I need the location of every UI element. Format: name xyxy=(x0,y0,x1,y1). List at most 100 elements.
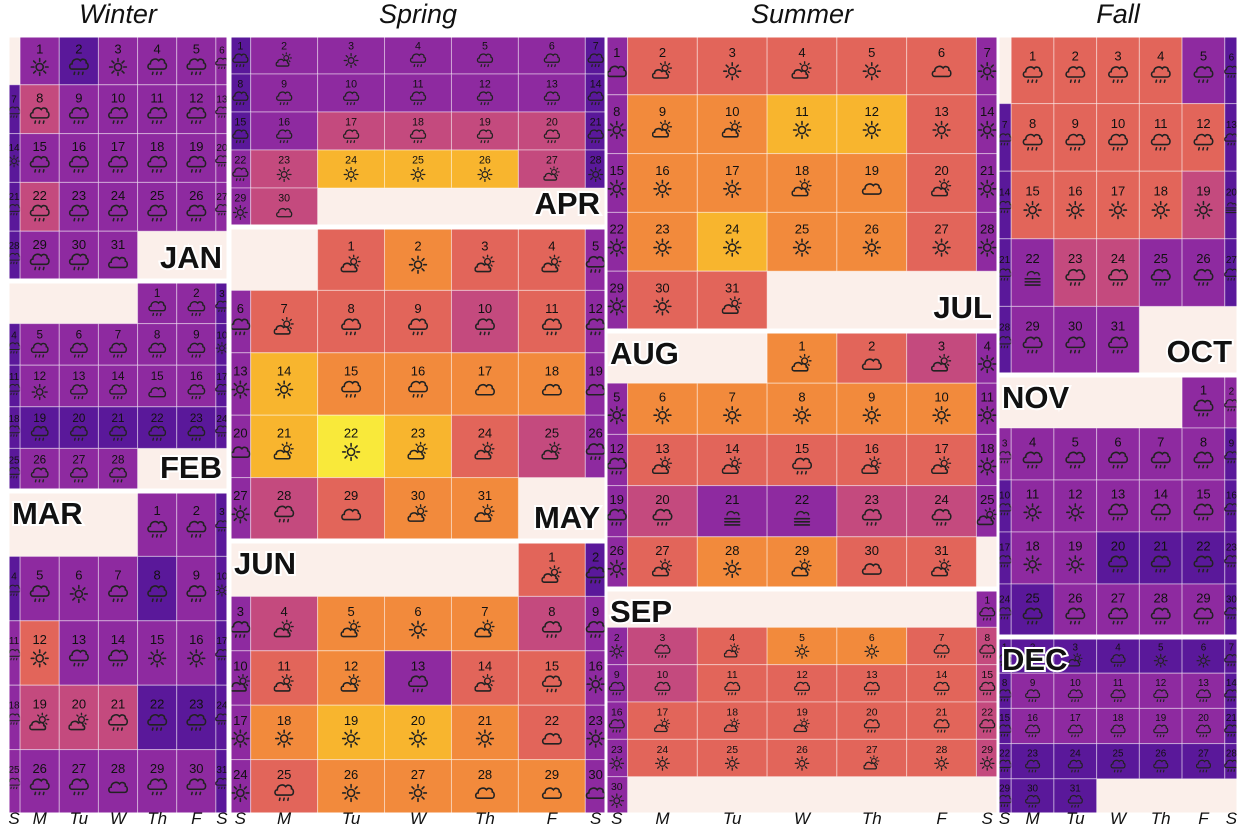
day-number: 1 xyxy=(36,42,43,57)
day-fill xyxy=(906,36,977,96)
day-cell: 27 xyxy=(517,149,586,189)
day-fill xyxy=(906,153,977,213)
day-cell: 24 xyxy=(317,149,386,189)
day-cell: 29 xyxy=(137,749,178,814)
day-number: 26 xyxy=(1155,748,1166,759)
day-cell: 30 xyxy=(627,270,698,330)
day-cell: 28 xyxy=(1224,743,1238,780)
month-label: JAN xyxy=(160,240,222,275)
weekday-label: M xyxy=(1025,809,1040,828)
day-cell: 3 xyxy=(627,626,698,666)
day-number: 2 xyxy=(1030,643,1035,654)
day-cell: 9 xyxy=(584,595,606,652)
day-cell: 10 xyxy=(1053,672,1098,709)
day-number: 27 xyxy=(655,543,669,558)
day-number: 21 xyxy=(8,192,20,203)
day-number: 9 xyxy=(1030,678,1036,689)
day-cell: 22 xyxy=(230,149,252,189)
day-cell: 23 xyxy=(58,181,99,232)
day-number: 24 xyxy=(657,745,669,756)
day-cell: 24 xyxy=(627,738,698,778)
day-number: 3 xyxy=(938,338,945,353)
day-fill xyxy=(250,477,319,540)
day-number: 25 xyxy=(277,767,291,782)
day-cell: 8 xyxy=(19,84,60,135)
season-spring: Spring xyxy=(378,0,458,29)
day-number: 29 xyxy=(795,543,809,558)
day-fill xyxy=(137,555,178,622)
day-cell: 31 xyxy=(97,230,139,280)
day-number: 15 xyxy=(1025,184,1039,199)
day-cell: 26 xyxy=(584,414,606,479)
day-cell: 10 xyxy=(317,73,386,113)
day-cell: 11 xyxy=(1010,479,1055,533)
day-cell: 10 xyxy=(906,382,977,435)
day-fill xyxy=(250,650,319,706)
day-fill xyxy=(450,352,519,416)
day-number: 23 xyxy=(865,492,879,507)
day-cell: 4 xyxy=(696,626,768,666)
day-cell: 13 xyxy=(230,352,252,416)
day-number: 11 xyxy=(545,301,559,316)
day-cell: 8 xyxy=(1010,103,1055,172)
day-number: 14 xyxy=(111,632,125,647)
day-cell: 7 xyxy=(1138,427,1183,481)
day-cell: 24 xyxy=(230,759,252,814)
day-number: 30 xyxy=(278,193,290,205)
day-cell: 23 xyxy=(836,485,908,538)
day-cell: 26 xyxy=(19,447,60,490)
day-cell: 7 xyxy=(696,382,768,435)
day-cell: 9 xyxy=(606,664,629,703)
month-label: MAR xyxy=(12,496,83,531)
weekday-label: Tu xyxy=(69,809,89,828)
day-number: 13 xyxy=(1198,678,1209,689)
day-cell: 22 xyxy=(19,181,60,232)
day-cell: 29 xyxy=(19,230,60,280)
day-cell: 10 xyxy=(97,84,139,135)
day-number: 26 xyxy=(33,453,46,466)
day-cell: 28 xyxy=(8,230,21,280)
weekday-label: Tu xyxy=(341,809,361,828)
day-cell: 6 xyxy=(58,323,99,366)
day-number: 15 xyxy=(545,658,559,673)
day-number: 1 xyxy=(154,503,161,518)
day-number: 7 xyxy=(593,41,599,53)
day-cell: 26 xyxy=(766,738,838,778)
day-number: 5 xyxy=(1072,435,1079,450)
day-cell: 4 xyxy=(1010,427,1055,481)
weekday-label: Th xyxy=(1150,809,1171,828)
day-cell: 5 xyxy=(1053,427,1098,481)
day-cell: 12 xyxy=(317,650,386,706)
day-cell: 3 xyxy=(230,595,252,652)
day-fill xyxy=(1096,103,1140,172)
day-fill xyxy=(137,684,178,751)
day-number: 17 xyxy=(934,441,948,456)
day-number: 14 xyxy=(999,188,1011,199)
day-number: 27 xyxy=(72,453,85,466)
day-number: 24 xyxy=(345,155,357,167)
day-number: 13 xyxy=(72,370,85,383)
day-cell: 13 xyxy=(517,73,586,113)
day-number: 10 xyxy=(1070,678,1081,689)
day-fill xyxy=(97,555,139,622)
day-number: 13 xyxy=(655,441,669,456)
day-number: 22 xyxy=(32,188,46,203)
day-number: 11 xyxy=(727,670,738,681)
day-cell: 25 xyxy=(1138,238,1183,307)
day-number: 29 xyxy=(234,193,246,205)
day-number: 29 xyxy=(545,767,559,782)
day-number: 20 xyxy=(655,492,669,507)
day-number: 13 xyxy=(546,79,558,91)
day-cell: 15 xyxy=(1010,170,1055,240)
day-number: 20 xyxy=(72,412,85,425)
day-cell: 23 xyxy=(627,211,698,272)
day-number: 6 xyxy=(659,390,666,405)
day-number: 16 xyxy=(278,117,290,129)
day-number: 2 xyxy=(868,338,875,353)
day-number: 21 xyxy=(112,412,125,425)
day-fill xyxy=(1181,36,1226,105)
day-number: 10 xyxy=(216,572,228,583)
